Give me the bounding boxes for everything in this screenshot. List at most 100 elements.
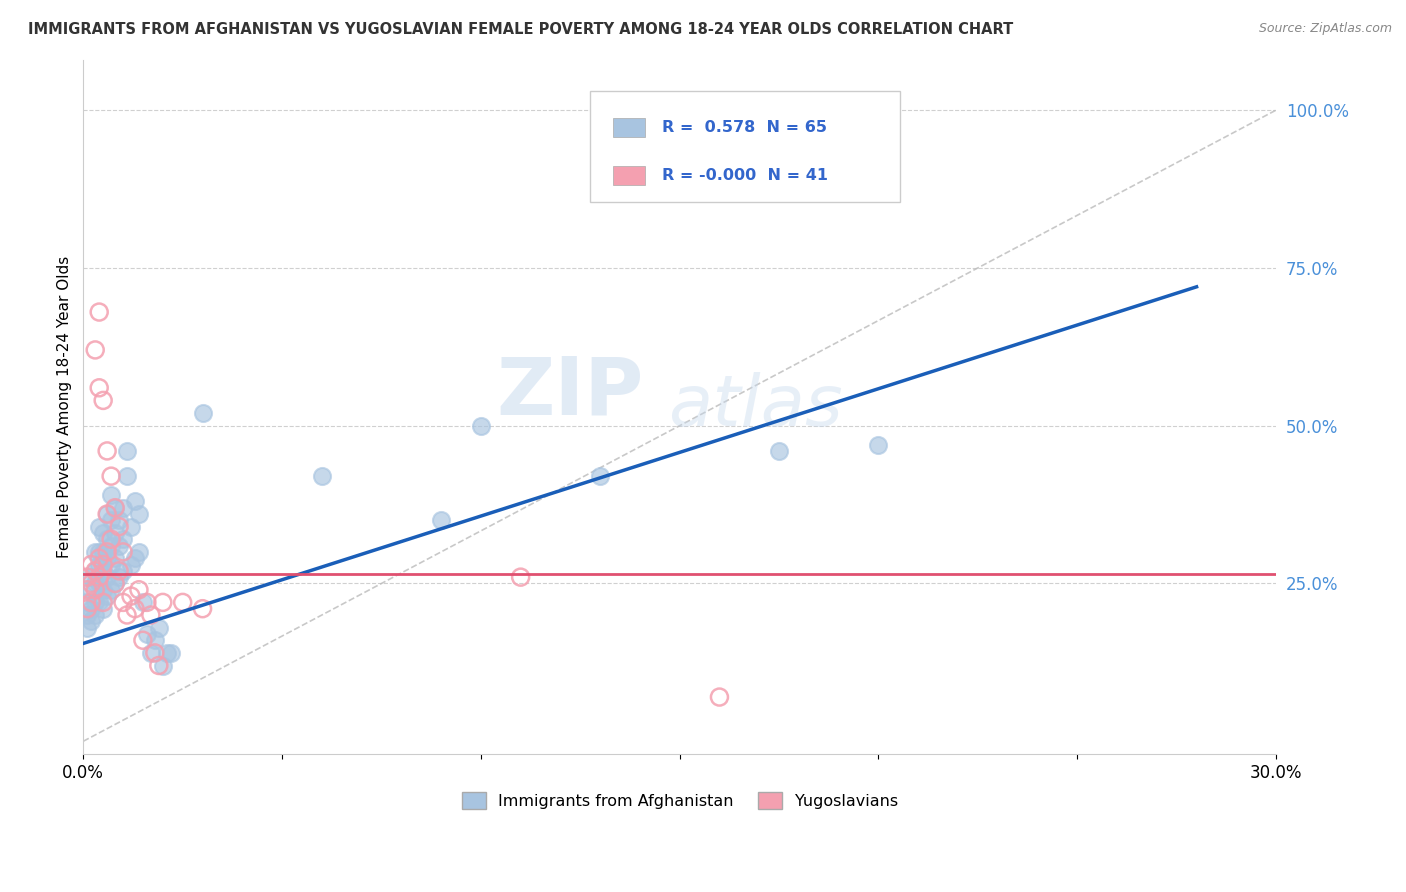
Point (143, 646, 166, 660)
Point (91, 582, 114, 597)
Point (115, 607, 138, 622)
Point (91, 564, 114, 578)
Point (148, 658, 170, 673)
Point (104, 551, 127, 566)
Point (91, 525, 114, 540)
Point (96, 589, 118, 603)
Point (128, 545, 150, 559)
Point (120, 558, 142, 572)
Point (89, 576, 111, 591)
Point (108, 564, 131, 578)
Point (89, 570, 111, 584)
Point (76, 621, 98, 635)
Point (132, 633, 155, 648)
Point (91, 601, 114, 615)
Point (191, 601, 214, 615)
FancyBboxPatch shape (591, 91, 900, 202)
Point (100, 558, 122, 572)
Text: IMMIGRANTS FROM AFGHANISTAN VS YUGOSLAVIAN FEMALE POVERTY AMONG 18-24 YEAR OLDS : IMMIGRANTS FROM AFGHANISTAN VS YUGOSLAVI… (28, 22, 1014, 37)
Point (112, 564, 135, 578)
Point (91, 393, 114, 408)
Point (311, 469, 333, 483)
Text: Source: ZipAtlas.com: Source: ZipAtlas.com (1258, 22, 1392, 36)
Point (80, 615, 103, 629)
Point (91, 545, 114, 559)
Point (84, 576, 107, 591)
Point (768, 444, 790, 458)
Point (104, 576, 127, 591)
Point (89, 305, 111, 319)
Text: ZIP: ZIP (496, 354, 644, 432)
Point (159, 646, 181, 660)
Point (191, 406, 214, 420)
Point (80, 570, 103, 584)
Point (104, 500, 127, 515)
Point (100, 513, 122, 527)
Point (104, 525, 127, 540)
Point (108, 513, 131, 527)
Point (112, 545, 135, 559)
Legend: Immigrants from Afghanistan, Yugoslavians: Immigrants from Afghanistan, Yugoslavian… (456, 786, 904, 815)
Point (172, 595, 194, 609)
Point (104, 500, 127, 515)
Point (430, 513, 453, 527)
Point (156, 646, 179, 660)
Point (148, 621, 170, 635)
Point (112, 595, 135, 609)
Point (152, 658, 174, 673)
Point (104, 576, 127, 591)
Point (112, 500, 135, 515)
FancyBboxPatch shape (613, 166, 645, 185)
Point (139, 646, 162, 660)
Point (143, 633, 166, 648)
Point (76, 582, 98, 597)
Point (96, 551, 118, 566)
Point (91, 595, 114, 609)
Point (80, 601, 103, 615)
Point (84, 595, 107, 609)
Point (124, 494, 146, 508)
Point (89, 595, 111, 609)
Point (112, 533, 135, 547)
Point (100, 533, 122, 547)
Point (115, 444, 138, 458)
Point (120, 589, 142, 603)
FancyBboxPatch shape (613, 119, 645, 137)
Point (100, 488, 122, 502)
Point (589, 469, 612, 483)
Point (108, 570, 131, 584)
Text: R =  0.578  N = 65: R = 0.578 N = 65 (662, 120, 827, 135)
Point (100, 582, 122, 597)
Point (84, 582, 107, 597)
Point (509, 570, 531, 584)
Point (96, 444, 118, 458)
Point (89, 519, 111, 533)
Point (96, 507, 118, 521)
Point (135, 627, 157, 641)
Point (152, 595, 174, 609)
Point (84, 343, 107, 357)
Point (124, 551, 146, 566)
Point (124, 601, 146, 615)
Point (84, 607, 107, 622)
Point (709, 690, 731, 704)
Point (89, 558, 111, 572)
Point (84, 564, 107, 578)
Point (76, 601, 98, 615)
Point (868, 437, 890, 451)
Point (470, 418, 492, 433)
Point (76, 570, 98, 584)
Point (100, 469, 122, 483)
Point (89, 381, 111, 395)
Point (96, 507, 118, 521)
Y-axis label: Female Poverty Among 18-24 Year Olds: Female Poverty Among 18-24 Year Olds (58, 256, 72, 558)
Point (139, 607, 162, 622)
Point (100, 539, 122, 553)
Point (96, 533, 118, 547)
Point (96, 570, 118, 584)
Point (128, 507, 150, 521)
Point (84, 564, 107, 578)
Point (120, 519, 142, 533)
Text: atlas: atlas (668, 372, 842, 442)
Point (135, 595, 157, 609)
